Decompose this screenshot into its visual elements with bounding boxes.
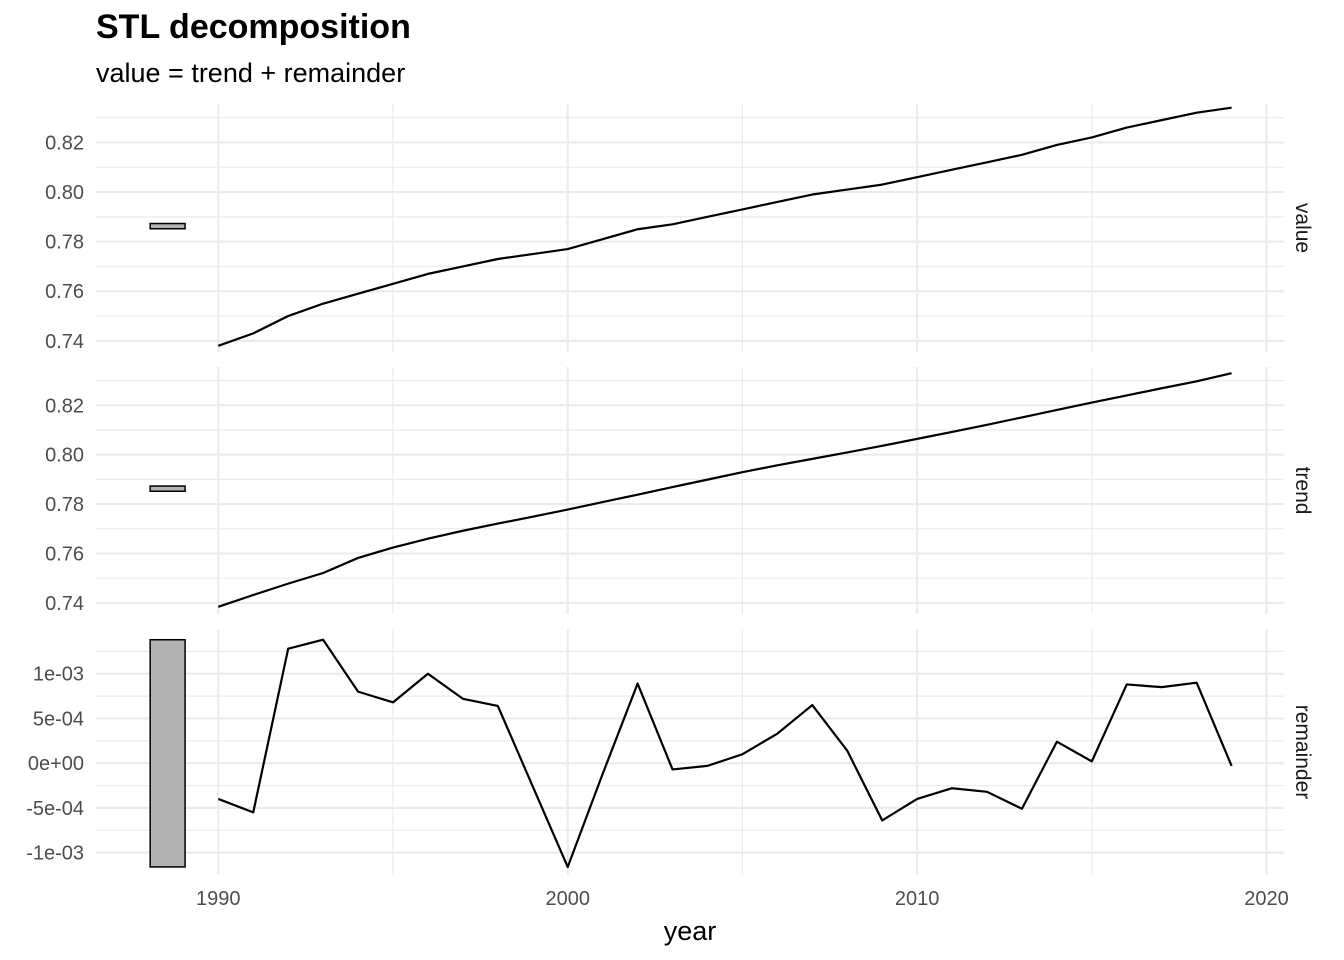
panel-remainder: -1e-03 -5e-04 0e+00 5e-04 1e-03 remainder: [26, 629, 1314, 875]
y-tick-label: 5e-04: [33, 708, 84, 730]
x-tick-label: 2010: [895, 888, 940, 910]
y-tick-label: 0.76: [45, 281, 84, 303]
series-line-value: [217, 106, 1232, 347]
y-tick-label: 0.74: [45, 331, 84, 353]
series-line-remainder: [217, 638, 1233, 869]
panel-trend: 0.74 0.76 0.78 0.80 0.82 trend: [45, 367, 1314, 615]
facet-label-trend: trend: [1291, 467, 1314, 515]
y-tick-label: 1e-03: [33, 664, 84, 686]
y-tick-label: 0.78: [45, 494, 84, 516]
panel-value: 0.74 0.76 0.78 0.80 0.82 value: [45, 104, 1314, 353]
chart-title: STL decomposition: [96, 8, 411, 46]
y-tick-label: -5e-04: [26, 798, 84, 820]
chart-subtitle: value = trend + remainder: [96, 58, 406, 88]
x-tick-label: 2020: [1244, 888, 1289, 910]
y-tick-label: 0.82: [45, 132, 84, 154]
y-tick-label: 0.82: [45, 395, 84, 417]
y-tick-label: 0.76: [45, 543, 84, 565]
series-line-trend: [217, 372, 1232, 608]
y-tick-label: 0.78: [45, 232, 84, 254]
x-tick-label: 1990: [196, 888, 241, 910]
facet-label-value: value: [1291, 203, 1314, 253]
range-bar-trend: [149, 485, 186, 492]
y-tick-label: -1e-03: [26, 843, 84, 865]
y-tick-label: 0.80: [45, 182, 84, 204]
y-tick-label: 0.74: [45, 593, 84, 615]
x-axis-title: year: [664, 916, 717, 946]
range-bar-remainder: [149, 638, 186, 868]
facet-label-remainder: remainder: [1291, 705, 1314, 800]
range-bar-value: [149, 222, 186, 230]
y-tick-label: 0e+00: [28, 753, 84, 775]
x-tick-label: 2000: [545, 888, 590, 910]
y-tick-label: 0.80: [45, 445, 84, 467]
